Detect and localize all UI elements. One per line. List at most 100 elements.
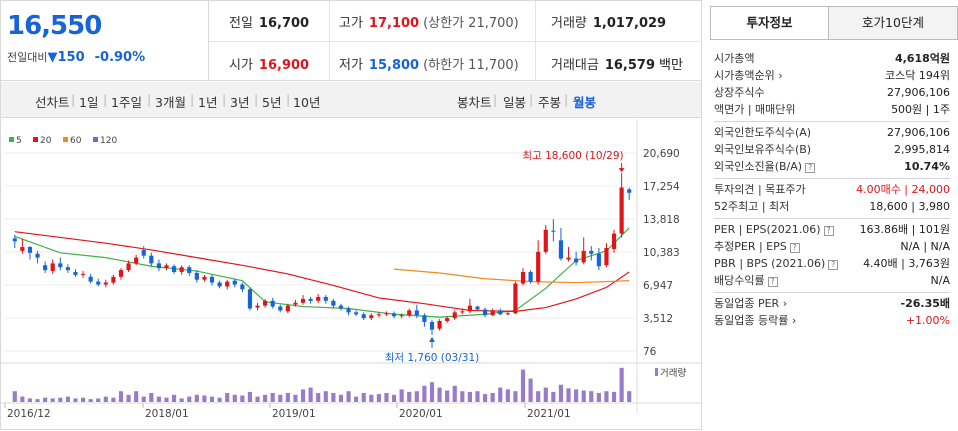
candle-body [217,282,222,287]
candle-body [338,305,344,309]
info-row: 외국인보유주식수(B) 2,995,814 [714,141,950,158]
candle-body [452,312,457,319]
candle-body [164,265,169,269]
volume-bar [482,394,488,402]
chart-grid [5,119,638,413]
volume-legend-swatch [655,368,658,376]
volume-bar [596,393,601,402]
info-group: 외국인한도주식수(A) 27,906,106 외국인보유주식수(B) 2,995,81… [714,122,950,179]
candle-body [65,267,70,271]
candle-body [475,306,480,310]
volume-bar [414,391,419,402]
candle-body [202,276,207,280]
candle-body [171,266,177,273]
candle-body [346,308,351,313]
period-3m[interactable]: 3개월 [155,95,186,110]
volume-bar [452,385,457,402]
volume-bar [96,398,101,402]
volume-bar [293,394,298,402]
help-icon[interactable]: ? [789,243,800,253]
y-tick-label: 13,818 [643,214,680,226]
tab-invest-info[interactable]: 투자정보 [711,7,829,39]
info-tabs: 투자정보 호가10단계 [710,6,958,40]
volume-bar [437,387,442,402]
y-tick-label: 20,690 [643,148,680,160]
volume-bar [255,396,260,402]
volume-bar [346,391,351,402]
candle-body [35,253,40,258]
candle-body [460,311,465,313]
x-axis-labels: 2016/12 2018/01 2019/01 2020/01 2021/01 [4,403,571,420]
info-key[interactable]: 동일업종 등락률 › [714,314,797,327]
info-key: 외국인보유주식수(B) [714,143,812,156]
info-key[interactable]: 시가총액순위 › [714,69,783,82]
period-5y[interactable]: 5년 [262,95,282,110]
prev-close: 전일 16,700 [229,16,310,31]
candle-body [354,312,359,315]
period-3y[interactable]: 3년 [230,95,250,110]
period-10y[interactable]: 10년 [293,95,321,110]
volume-bar [308,387,313,402]
volume-bar [225,393,230,402]
period-1d[interactable]: 1일 [79,95,99,110]
line-chart-tab[interactable]: 선차트 [35,95,70,110]
divider [535,1,536,81]
candle-body [361,314,366,319]
candle-body [581,250,586,263]
tab-orderbook[interactable]: 호가10단계 [862,15,924,30]
candle-body [619,187,624,234]
volume-bar [627,391,632,402]
candle-chart-tab[interactable]: 봉차트 [457,95,492,110]
candle-body [566,257,571,260]
info-row: PBR | BPS (2021.06)? 4.40배 | 3,763원 [714,255,950,272]
volume-bar [35,399,40,402]
volume-bar [589,391,594,402]
info-row: 동일업종 PER › -26.35배 [714,295,950,312]
volume-bar [467,391,473,402]
help-icon[interactable]: ? [823,226,834,236]
x-tick-label: 2021/01 [527,408,571,420]
help-icon[interactable]: ? [828,260,839,270]
info-row: 52주최고 | 최저 18,600 | 3,980 [714,198,950,215]
candle-body [437,320,442,329]
candle-body [391,313,397,317]
candle-daily[interactable]: 일봉 [503,95,527,110]
max-price-label: 최고 18,600 (10/29) [522,150,623,162]
legend-swatch [63,137,68,142]
volume-bar [202,395,207,402]
info-row: 시가총액순위 › 코스닥 194위 [714,67,950,84]
volume-bar [604,391,609,402]
legend-swatch [33,137,38,142]
volume-bar [581,390,586,402]
volume-bar [217,397,222,402]
volume-bar [376,394,381,402]
candle-body [263,300,268,306]
volume-bar [574,389,579,402]
volume-bar [611,391,617,402]
legend-label: 20 [40,136,52,146]
y-tick-label: 17,254 [643,181,680,193]
candle-body [255,305,260,308]
help-icon[interactable]: ? [805,163,816,173]
candle-body [156,263,162,269]
info-key: 52주최고 | 최저 [714,200,790,213]
volume-bar [505,389,510,402]
info-key: PER | EPS(2021.06)? [714,221,834,238]
candle-weekly[interactable]: 주봉 [538,95,562,110]
invest-info-list: 시가총액 4,618억원 시가총액순위 › 코스닥 194위 상장주식수 27,906,1… [714,48,950,332]
volume-bar [429,382,435,402]
candle-body [43,265,48,271]
volume-bar [187,396,192,402]
info-key[interactable]: 동일업종 PER › [714,297,788,310]
candle-body [490,310,495,316]
volume-bar [263,394,268,402]
help-icon[interactable]: ? [767,277,778,287]
volume-bar [111,397,116,402]
candle-monthly[interactable]: 월봉 [573,95,597,110]
candle-body [126,263,131,271]
chart-period-nav: 선차트 | 1일 | 1주일 | 3개월 | 1년 | 3년 | 5년 | 10… [1,82,701,118]
volume: 거래량 1,017,029 [551,16,667,31]
period-1y[interactable]: 1년 [198,95,218,110]
period-1w[interactable]: 1주일 [111,95,142,110]
chart-panel: 16,550 전일대비▼150 -0.90% 전일 16,700 고가 17,100(… [0,0,702,430]
